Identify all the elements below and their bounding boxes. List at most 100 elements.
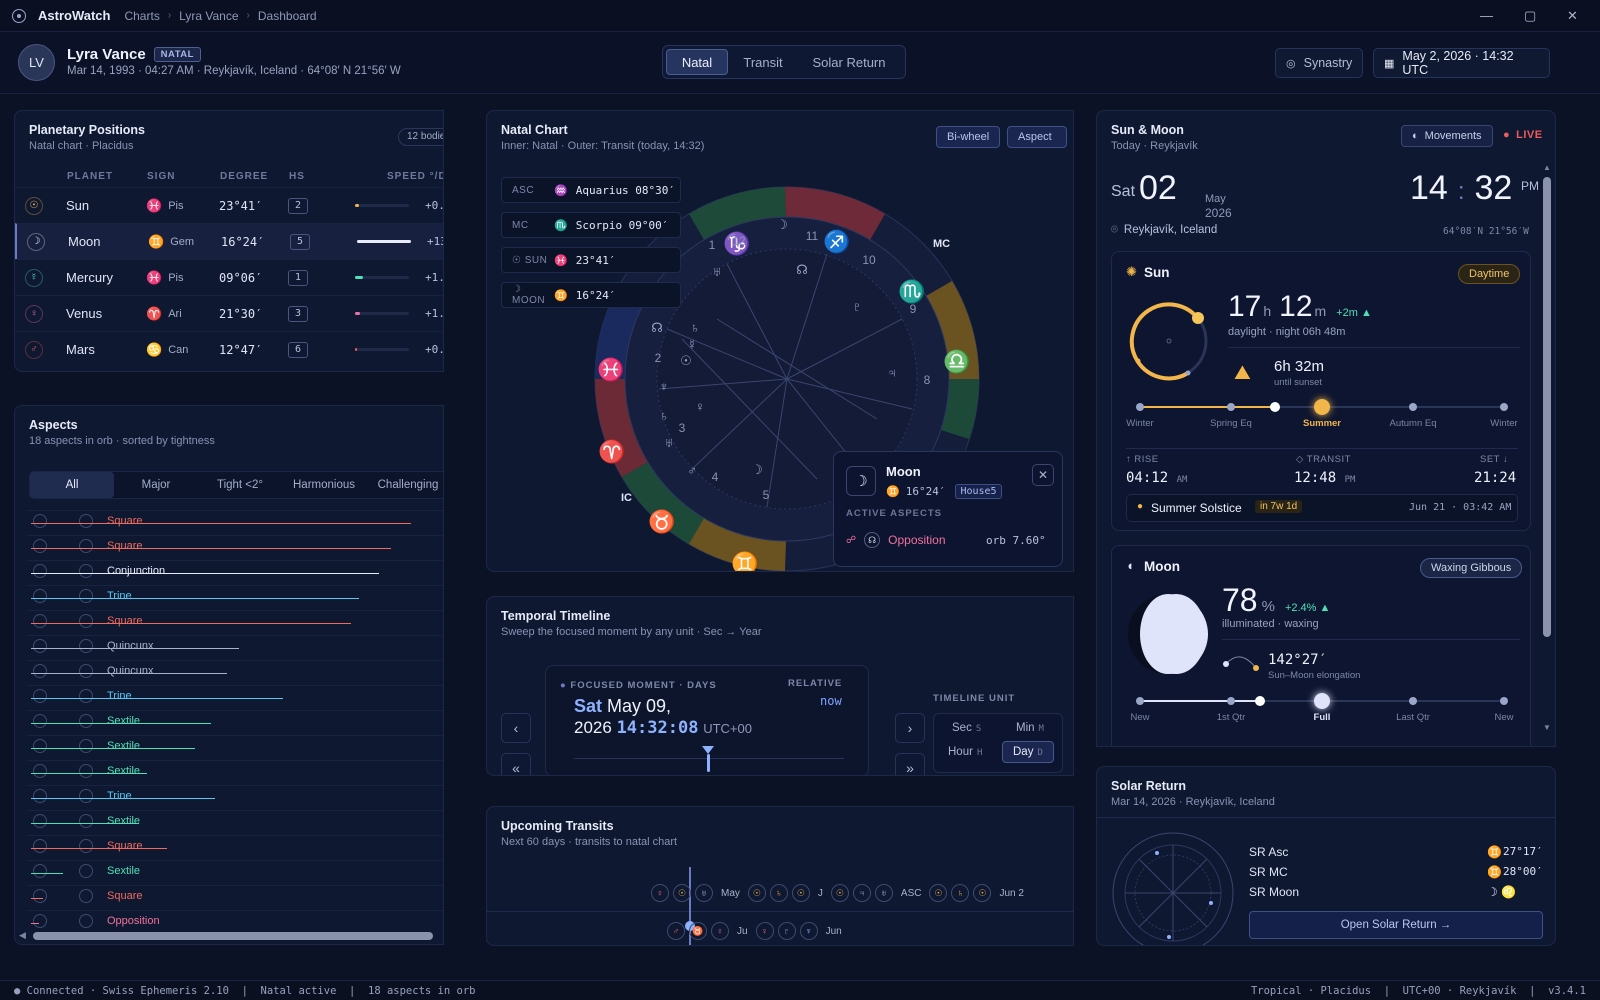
- filter-all[interactable]: All: [30, 472, 114, 498]
- planet-row[interactable]: ☽ Moon ♊ Gem 16°24′ 5 +13.: [15, 223, 443, 259]
- pluto-icon[interactable]: ♇: [777, 922, 796, 940]
- popup-close-icon[interactable]: ✕: [1032, 464, 1054, 486]
- aspect-row[interactable]: Square: [27, 510, 443, 535]
- aspect-row[interactable]: Square: [27, 535, 443, 560]
- track-marker[interactable]: [1136, 403, 1144, 411]
- popup-aspect-row[interactable]: ☍ ☊ Opposition: [846, 532, 946, 548]
- horizontal-scrollbar[interactable]: ◀: [19, 930, 443, 942]
- previous-step-button[interactable]: ‹: [501, 713, 531, 743]
- column-header-speed[interactable]: SPEED °/D: [387, 171, 444, 182]
- aspect-row[interactable]: Quincunx: [27, 635, 443, 660]
- track-marker[interactable]: [1500, 697, 1508, 705]
- venus-icon[interactable]: ♀: [755, 922, 774, 940]
- aspect-row[interactable]: Square: [27, 610, 443, 635]
- chart-point-chip[interactable]: ☉ SUN ♓ 23°41′: [501, 247, 681, 273]
- open-solar-return-button[interactable]: Open Solar Return →: [1249, 911, 1543, 939]
- minimize-button[interactable]: —: [1480, 8, 1493, 23]
- planet-row[interactable]: ☿ Mercury ♓ Pis 09°06′ 1 +1.: [15, 259, 443, 295]
- column-header-planet[interactable]: PLANET: [67, 171, 113, 182]
- venus-icon[interactable]: ♀: [651, 884, 669, 902]
- track-marker[interactable]: [1227, 403, 1235, 411]
- aspect-row[interactable]: Trine: [27, 785, 443, 810]
- aspect-row[interactable]: Conjunction: [27, 560, 443, 585]
- filter-harmonious[interactable]: Harmonious: [293, 479, 355, 491]
- unit-sec[interactable]: Sec S: [952, 722, 982, 734]
- tab-solar-return[interactable]: Solar Return: [812, 54, 886, 70]
- track-marker[interactable]: [1409, 697, 1417, 705]
- track-marker[interactable]: [1136, 697, 1144, 705]
- jupiter-icon[interactable]: ♃: [852, 884, 871, 902]
- scrollbar-thumb[interactable]: [1543, 177, 1551, 637]
- sun-icon[interactable]: ☉: [673, 884, 691, 902]
- movements-button[interactable]: ◐ Movements: [1401, 125, 1493, 147]
- unit-min[interactable]: Min M: [1016, 722, 1044, 734]
- next-jump-button[interactable]: »: [895, 753, 925, 775]
- scrollbar-thumb[interactable]: [33, 932, 433, 940]
- unit-hour[interactable]: Hour H: [948, 746, 983, 758]
- aspect-row[interactable]: Square: [27, 835, 443, 860]
- sun-icon[interactable]: ☉: [830, 884, 849, 902]
- aspect-row[interactable]: Sextile: [27, 710, 443, 735]
- vertical-scrollbar[interactable]: ▲ ▼: [1543, 163, 1551, 733]
- breadcrumb-charts[interactable]: Charts: [124, 8, 160, 23]
- aspect-row[interactable]: Quincunx: [27, 660, 443, 685]
- track-marker[interactable]: [1227, 697, 1235, 705]
- synastry-button[interactable]: ◎ Synastry: [1275, 48, 1363, 78]
- scrub-handle-icon[interactable]: [702, 746, 714, 754]
- taurus-icon[interactable]: ♉: [689, 922, 707, 940]
- next-step-button[interactable]: ›: [895, 713, 925, 743]
- neptune-icon[interactable]: ♆: [799, 922, 818, 940]
- planet-row[interactable]: ☉ Sun ♓ Pis 23°41′ 2 +0.: [15, 187, 443, 223]
- scroll-down-icon[interactable]: ▼: [1543, 723, 1551, 732]
- aspect-row[interactable]: Sextile: [27, 810, 443, 835]
- sun-icon[interactable]: ☉: [747, 884, 766, 902]
- date-picker-button[interactable]: ▦ May 2, 2026 · 14:32 UTC: [1373, 48, 1550, 78]
- maximize-button[interactable]: ▢: [1524, 8, 1537, 23]
- uranus-icon[interactable]: ♅: [874, 884, 893, 902]
- filter-challenging[interactable]: Challenging: [377, 479, 439, 491]
- aspect-row[interactable]: Square: [27, 885, 443, 910]
- avatar[interactable]: LV: [18, 44, 55, 81]
- sun-icon[interactable]: ☉: [973, 884, 992, 902]
- chart-point-chip[interactable]: ASC ♒ Aquarius 08°30′: [501, 177, 681, 203]
- tab-transit[interactable]: Transit: [743, 54, 783, 70]
- aspect-row[interactable]: Trine: [27, 585, 443, 610]
- next-event-row[interactable]: ● Summer Solstice in 7w 1d Jun 21 · 03:4…: [1126, 494, 1518, 522]
- scroll-left-icon[interactable]: ◀: [19, 930, 26, 940]
- column-header-house[interactable]: HS: [289, 171, 305, 182]
- aspect-toggle-button[interactable]: Aspect: [1007, 126, 1067, 148]
- planet-row[interactable]: ♂ Mars ♋ Can 12°47′ 6 +0.: [15, 331, 443, 367]
- planet-row[interactable]: ♀ Venus ♈ Ari 21°30′ 3 +1.: [15, 295, 443, 331]
- sun-icon[interactable]: ☉: [929, 884, 948, 902]
- scroll-up-icon[interactable]: ▲: [1543, 163, 1551, 172]
- unit-day[interactable]: Day D: [1002, 741, 1054, 763]
- close-button[interactable]: ✕: [1567, 8, 1578, 23]
- aspect-row[interactable]: Sextile: [27, 760, 443, 785]
- track-marker[interactable]: [1409, 403, 1417, 411]
- track-marker[interactable]: [1500, 403, 1508, 411]
- saturn-icon[interactable]: ♄: [769, 884, 788, 902]
- saturn-icon[interactable]: ♄: [951, 884, 970, 902]
- breadcrumb-person[interactable]: Lyra Vance: [179, 8, 239, 23]
- solar-return-wheel[interactable]: [1111, 831, 1235, 946]
- track-marker[interactable]: [1314, 399, 1330, 415]
- chart-point-chip[interactable]: MC ♏ Scorpio 09°00′: [501, 212, 681, 238]
- filter-tight[interactable]: Tight <2°: [216, 479, 264, 491]
- filter-major[interactable]: Major: [141, 479, 171, 491]
- breadcrumb-dashboard[interactable]: Dashboard: [257, 8, 317, 23]
- aspect-row[interactable]: Opposition: [27, 910, 443, 935]
- track-marker[interactable]: [1314, 693, 1330, 709]
- column-header-sign[interactable]: SIGN: [147, 171, 176, 182]
- sun-icon[interactable]: ☉: [791, 884, 810, 902]
- column-header-degree[interactable]: DEGREE: [220, 171, 269, 182]
- chart-point-chip[interactable]: ☽ MOON ♊ 16°24′: [501, 282, 681, 308]
- previous-jump-button[interactable]: «: [501, 753, 531, 775]
- uranus-icon[interactable]: ♅: [695, 884, 713, 902]
- aspect-row[interactable]: Sextile: [27, 735, 443, 760]
- aspect-row[interactable]: Sextile: [27, 860, 443, 885]
- natal-wheel[interactable]: ♑ ♐ ♏ ♎ ♓ ♈ ♉ ♊ 12 11 10 9 8 5 4 3 2 1 ☽: [587, 179, 987, 571]
- mars-icon[interactable]: ♂: [667, 922, 685, 940]
- aspect-row[interactable]: Trine: [27, 685, 443, 710]
- scrub-handle[interactable]: [707, 754, 710, 772]
- biwheel-button[interactable]: Bi-wheel: [936, 126, 1001, 148]
